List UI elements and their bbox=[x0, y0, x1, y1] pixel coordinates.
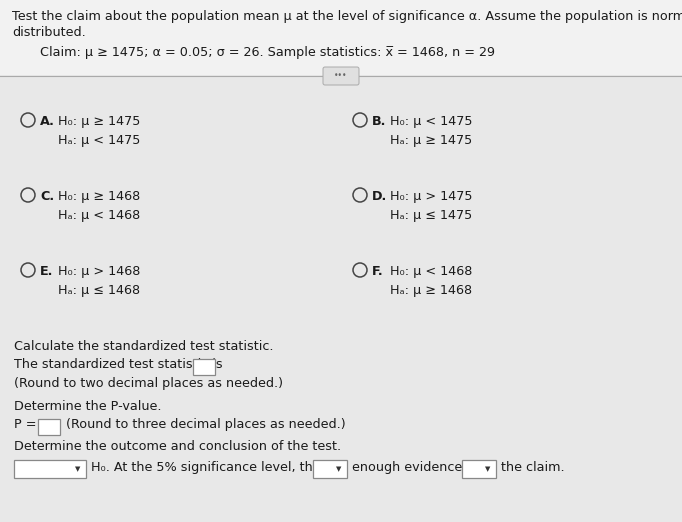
Text: Calculate the standardized test statistic.: Calculate the standardized test statisti… bbox=[14, 340, 273, 353]
Text: Hₐ: μ < 1468: Hₐ: μ < 1468 bbox=[58, 209, 140, 222]
Text: •••: ••• bbox=[334, 72, 348, 80]
FancyBboxPatch shape bbox=[462, 460, 496, 478]
Text: B.: B. bbox=[372, 115, 387, 128]
Text: ▼: ▼ bbox=[486, 466, 490, 472]
Text: Hₐ: μ < 1475: Hₐ: μ < 1475 bbox=[58, 134, 140, 147]
Text: F.: F. bbox=[372, 265, 383, 278]
Text: Determine the outcome and conclusion of the test.: Determine the outcome and conclusion of … bbox=[14, 440, 341, 453]
Text: Test the claim about the population mean μ at the level of significance α. Assum: Test the claim about the population mean… bbox=[12, 10, 682, 23]
Text: the claim.: the claim. bbox=[501, 461, 565, 474]
Text: H₀: μ < 1468: H₀: μ < 1468 bbox=[390, 265, 473, 278]
Text: Claim: μ ≥ 1475; α = 0.05; σ = 26. Sample statistics: x̅ = 1468, n = 29: Claim: μ ≥ 1475; α = 0.05; σ = 26. Sampl… bbox=[40, 46, 495, 59]
Text: Hₐ: μ ≥ 1468: Hₐ: μ ≥ 1468 bbox=[390, 284, 472, 297]
Text: H₀: μ ≥ 1468: H₀: μ ≥ 1468 bbox=[58, 190, 140, 203]
Text: ▼: ▼ bbox=[336, 466, 342, 472]
Text: Hₐ: μ ≤ 1468: Hₐ: μ ≤ 1468 bbox=[58, 284, 140, 297]
Text: C.: C. bbox=[40, 190, 54, 203]
FancyBboxPatch shape bbox=[0, 0, 682, 75]
Text: Hₐ: μ ≥ 1475: Hₐ: μ ≥ 1475 bbox=[390, 134, 472, 147]
Text: Hₐ: μ ≤ 1475: Hₐ: μ ≤ 1475 bbox=[390, 209, 472, 222]
FancyBboxPatch shape bbox=[38, 419, 60, 435]
Text: distributed.: distributed. bbox=[12, 26, 86, 39]
FancyBboxPatch shape bbox=[323, 67, 359, 85]
FancyBboxPatch shape bbox=[14, 460, 86, 478]
Text: E.: E. bbox=[40, 265, 53, 278]
Text: (Round to two decimal places as needed.): (Round to two decimal places as needed.) bbox=[14, 377, 283, 390]
Text: enough evidence to: enough evidence to bbox=[352, 461, 479, 474]
Text: H₀: μ > 1475: H₀: μ > 1475 bbox=[390, 190, 473, 203]
Text: P =: P = bbox=[14, 418, 37, 431]
Text: ▼: ▼ bbox=[75, 466, 80, 472]
FancyBboxPatch shape bbox=[193, 359, 215, 375]
Text: H₀. At the 5% significance level, there: H₀. At the 5% significance level, there bbox=[91, 461, 333, 474]
Text: (Round to three decimal places as needed.): (Round to three decimal places as needed… bbox=[66, 418, 346, 431]
Text: H₀: μ ≥ 1475: H₀: μ ≥ 1475 bbox=[58, 115, 140, 128]
Text: A.: A. bbox=[40, 115, 55, 128]
FancyBboxPatch shape bbox=[313, 460, 347, 478]
Text: .: . bbox=[217, 358, 221, 371]
Text: D.: D. bbox=[372, 190, 387, 203]
Text: H₀: μ > 1468: H₀: μ > 1468 bbox=[58, 265, 140, 278]
Text: H₀: μ < 1475: H₀: μ < 1475 bbox=[390, 115, 473, 128]
Text: Determine the P-value.: Determine the P-value. bbox=[14, 400, 162, 413]
Text: The standardized test statistic is: The standardized test statistic is bbox=[14, 358, 222, 371]
